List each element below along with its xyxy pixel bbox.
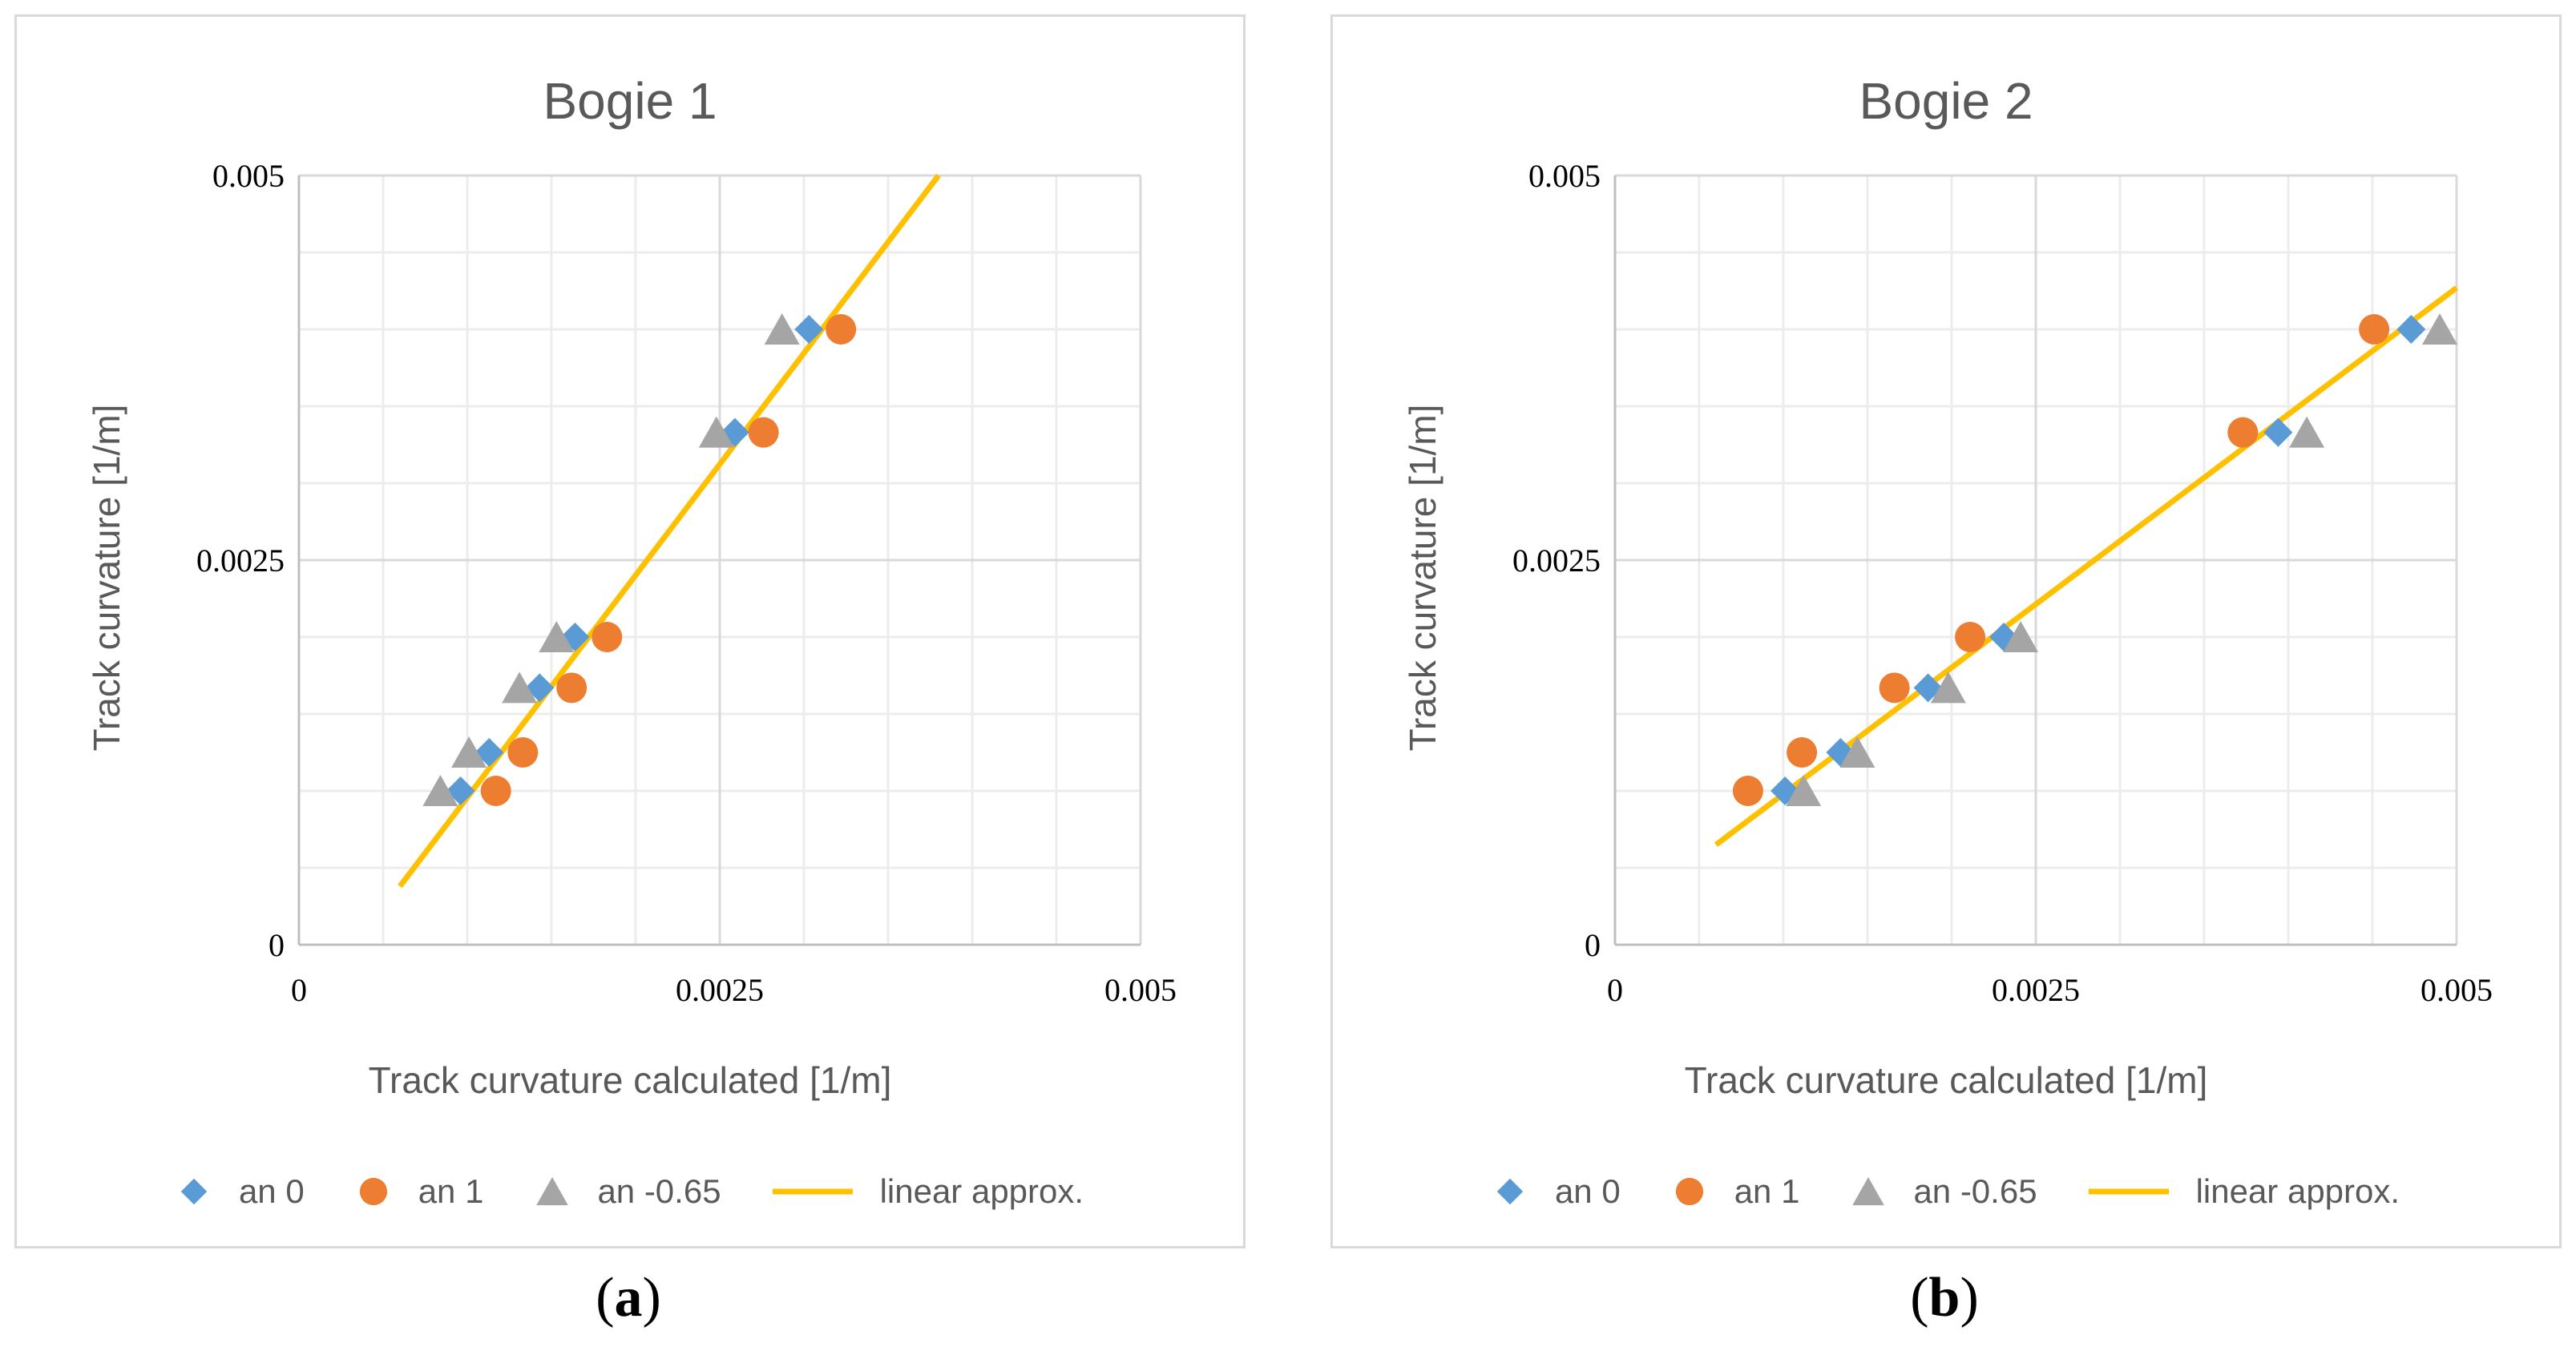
x-tick-label: 0.0025: [1992, 972, 2080, 1008]
caption-letter: b: [1928, 1267, 1960, 1329]
y-tick-label: 0.005: [1528, 158, 1601, 194]
y-tick-label: 0.0025: [1512, 542, 1601, 579]
linear-approx-line: [1714, 285, 2459, 847]
linear-approx-line: [398, 173, 941, 889]
legend-marker-swatch: [1675, 1177, 1703, 1206]
legend-swatch-icon: [1496, 1178, 1524, 1205]
data-point-triangle: [1930, 671, 1966, 704]
data-point-triangle: [502, 671, 538, 704]
legend-item: an 1: [356, 1172, 484, 1211]
data-point-circle: [748, 417, 779, 448]
x-tick-label: 0.005: [1104, 972, 1177, 1008]
chart-panel-b: Bogie 2 0 0.0025 0.005 0 0.0025 0.005 Track c…: [1330, 14, 2562, 1248]
gridlines: [299, 174, 1142, 945]
legend-marker-swatch: [359, 1177, 387, 1206]
y-tick-label: 0.005: [212, 158, 285, 194]
x-tick-label: 0: [291, 972, 307, 1008]
data-point-circle: [1732, 776, 1763, 806]
legend-item: an 1: [1672, 1172, 1800, 1211]
legend-label: an 1: [418, 1172, 484, 1210]
data-point-circle: [480, 776, 511, 806]
legend: an 0 an 1 an -0.65 linear approx.: [1333, 1172, 2559, 1211]
legend-swatch-icon: [359, 1177, 387, 1206]
data-point-triangle: [422, 775, 458, 806]
data-point-circle: [1879, 672, 1910, 704]
legend-label: linear approx.: [2195, 1172, 2400, 1210]
legend-marker-swatch: [180, 1178, 208, 1205]
legend-item: linear approx.: [2088, 1172, 2400, 1211]
legend-label: an 1: [1734, 1172, 1800, 1210]
data-point-circle: [826, 314, 857, 345]
legend-item: an 0: [176, 1172, 305, 1211]
data-point-triangle: [451, 736, 487, 768]
figure-caption-a: (a): [596, 1267, 661, 1329]
y-axis-label: Track curvature [1/m]: [1402, 404, 1443, 752]
data-point-triangle: [539, 621, 575, 652]
data-point-diamond: [794, 315, 824, 344]
x-axis-label: Track curvature calculated [1/m]: [368, 1059, 892, 1101]
x-tick-label: 0: [1607, 972, 1623, 1008]
data-point-diamond: [1989, 623, 2019, 651]
y-axis-label: Track curvature [1/m]: [86, 404, 127, 752]
chart-title: Bogie 1: [543, 72, 717, 130]
caption-letter: a: [614, 1267, 643, 1329]
legend-label: linear approx.: [879, 1172, 1084, 1210]
legend-swatch-icon: [2088, 1188, 2169, 1195]
y-tick-label: 0.0025: [196, 542, 285, 579]
data-point-circle: [1955, 622, 1986, 652]
data-point-circle: [2227, 417, 2259, 448]
data-point-circle: [556, 672, 587, 704]
y-tick-label: 0: [1585, 927, 1601, 963]
legend-item: an -0.65: [535, 1172, 721, 1211]
data-point-triangle: [2003, 621, 2039, 652]
data-point-triangle: [764, 313, 800, 345]
gridlines: [1615, 174, 2458, 945]
data-point-diamond: [2396, 315, 2426, 344]
data-point-diamond: [1913, 673, 1943, 703]
data-point-diamond: [1770, 776, 1800, 805]
x-axis-label: Track curvature calculated [1/m]: [1684, 1059, 2208, 1101]
y-tick-label: 0: [269, 927, 285, 963]
legend-label: an -0.65: [1913, 1172, 2037, 1210]
legend-label: an -0.65: [597, 1172, 721, 1210]
data-point-triangle: [2422, 313, 2457, 345]
data-point-triangle: [2289, 416, 2325, 448]
legend-marker-swatch: [1496, 1178, 1524, 1205]
legend: an 0 an 1 an -0.65 linear approx.: [17, 1172, 1243, 1211]
data-point-diamond: [2263, 417, 2293, 447]
data-point-circle: [1787, 737, 1818, 768]
legend-swatch-icon: [1852, 1177, 1885, 1206]
chart-title: Bogie 2: [1859, 72, 2033, 130]
legend-swatch-icon: [772, 1188, 853, 1195]
legend-swatch-icon: [536, 1177, 569, 1206]
legend-item: linear approx.: [772, 1172, 1084, 1211]
legend-marker-swatch: [536, 1177, 569, 1206]
x-tick-label: 0.005: [2421, 972, 2493, 1008]
legend-item: an 0: [1492, 1172, 1621, 1211]
data-point-circle: [507, 737, 539, 768]
scatter-plot: 0 0.0025 0.005 0 0.0025 0.005: [1512, 158, 2493, 1008]
chart-panel-a: Bogie 1 0 0.0025 0.005 0 0.0025 0.005 Track c…: [14, 14, 1246, 1248]
legend-marker-swatch: [1852, 1177, 1885, 1206]
legend-swatch-icon: [1675, 1177, 1703, 1206]
data-point-circle: [2359, 314, 2390, 345]
data-point-triangle: [1786, 775, 1822, 806]
x-tick-label: 0.0025: [676, 972, 764, 1008]
legend-label: an 0: [238, 1172, 305, 1210]
legend-item: an -0.65: [1851, 1172, 2037, 1211]
figure-caption-b: (b): [1910, 1267, 1979, 1329]
data-point-triangle: [698, 416, 734, 448]
legend-swatch-icon: [180, 1178, 208, 1205]
data-point-circle: [592, 622, 623, 652]
legend-label: an 0: [1554, 1172, 1621, 1210]
data-point-triangle: [1839, 736, 1875, 768]
scatter-plot: 0 0.0025 0.005 0 0.0025 0.005: [196, 158, 1177, 1008]
